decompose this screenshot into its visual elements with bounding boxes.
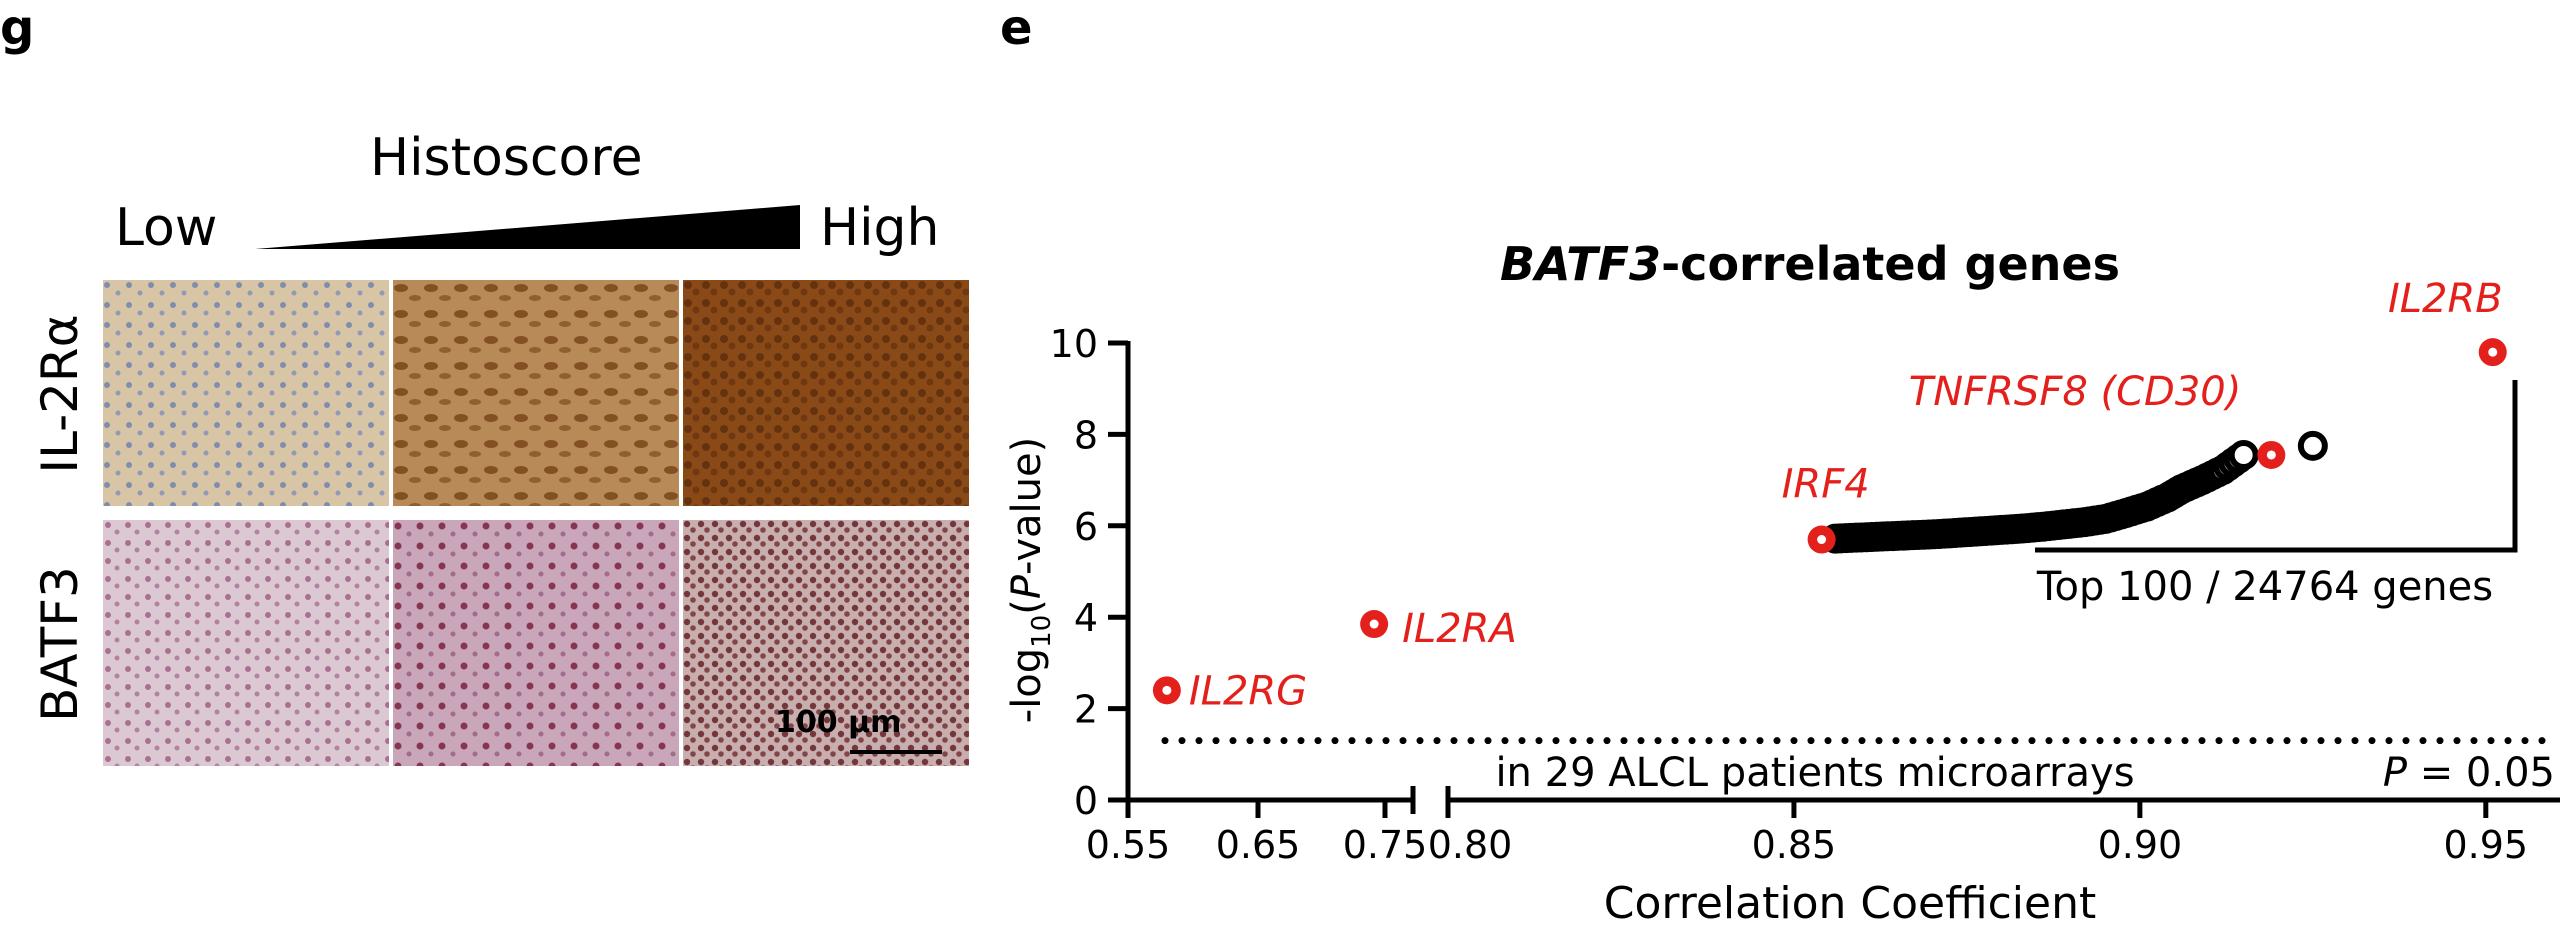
scale-bar (850, 750, 942, 754)
histoscore-wedge (255, 205, 800, 249)
chart-title-gene: BATF3 (1500, 237, 1661, 291)
batf3-mid-tile (393, 520, 679, 766)
y-tick-label-0: 0 (1074, 779, 1098, 823)
gene-label-il2ra: IL2RA (1402, 606, 1517, 652)
panel-g-letter: g (0, 0, 35, 56)
gene-label-il2rb: IL2RB (2388, 276, 2503, 322)
highlight-point-center-tnfrsf8-cd30 (2266, 450, 2276, 460)
gene-label-tnfrsf8-cd30: TNFRSF8 (CD30) (1909, 369, 2242, 415)
highlight-point-center-il2rb (2488, 347, 2498, 357)
x-tick-label-0.95: 0.95 (2444, 823, 2529, 867)
x-tick-label-0.90: 0.90 (2098, 823, 2183, 867)
x-tick-label-0.55: 0.55 (1086, 823, 1171, 867)
y-tick-label-8: 8 (1074, 413, 1098, 457)
highlight-point-center-irf4 (1817, 535, 1827, 545)
top100-annotation: Top 100 / 24764 genes (2036, 564, 2493, 610)
gene-point (2297, 430, 2328, 461)
y-tick-label-6: 6 (1074, 505, 1098, 549)
low-label: Low (115, 198, 218, 258)
x-tick-label-0.65: 0.65 (1216, 823, 1301, 867)
panel-e-letter: e (1000, 0, 1033, 56)
highlight-point-center-il2rg (1162, 685, 1172, 695)
scale-bar-label: 100 µm (775, 705, 902, 740)
gene-label-irf4: IRF4 (1782, 462, 1870, 508)
y-tick-label-4: 4 (1074, 596, 1098, 640)
il2ra-mid-tile (393, 280, 679, 506)
chart-title: BATF3-correlated genes (1500, 237, 2120, 291)
y-tick-label-10: 10 (1050, 322, 1098, 366)
il2ra-high-tile (683, 280, 969, 506)
batf3-low-tile (103, 520, 389, 766)
il2ra-low-tile (103, 280, 389, 506)
x-tick-label-0.85: 0.85 (1752, 823, 1837, 867)
y-axis-label: -log10(P-value) (1004, 437, 1057, 723)
chart-title-rest: -correlated genes (1661, 237, 2120, 291)
x-tick-label-0.75: 0.75 (1343, 823, 1428, 867)
x-tick-label-0.80: 0.80 (1428, 823, 1513, 867)
histoscore-label: Histoscore (370, 128, 643, 188)
high-label: High (820, 198, 940, 258)
highlight-point-center-il2ra (1369, 619, 1379, 629)
x-axis-label: Correlation Coefficient (1604, 878, 2097, 929)
pvalue-annotation: P = 0.05 (2383, 750, 2555, 796)
y-tick-label-2: 2 (1074, 688, 1098, 732)
cohort-annotation: in 29 ALCL patients microarrays (1495, 750, 2134, 796)
gene-label-il2rg: IL2RG (1189, 668, 1307, 714)
gene-point (2228, 439, 2259, 470)
top100-bracket (2035, 380, 2518, 553)
batf3-high-tile (683, 520, 969, 766)
